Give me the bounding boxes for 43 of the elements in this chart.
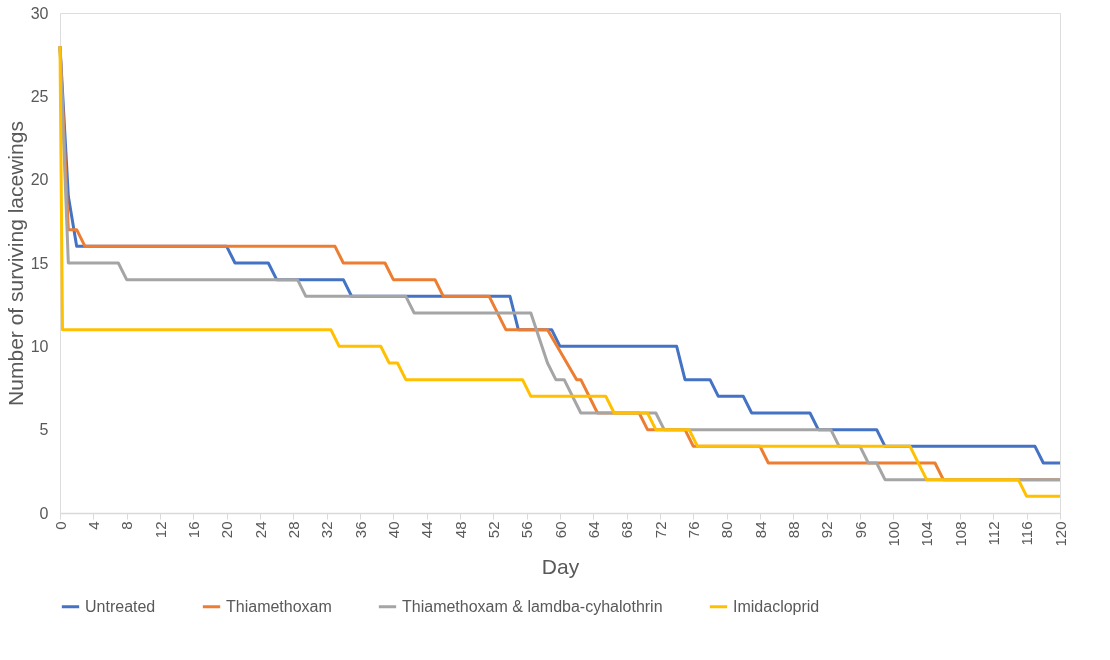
x-tick-label: 112 [984, 521, 1002, 546]
x-tick-label: 104 [918, 521, 936, 547]
x-tick-label: 16 [184, 521, 202, 539]
y-tick-label: 15 [30, 254, 49, 272]
y-tick-label: 25 [30, 87, 49, 105]
x-tick-label: 20 [218, 521, 236, 539]
x-axis-title: Day [541, 554, 580, 578]
x-tick-label: 92 [818, 521, 836, 539]
x-tick-label: 80 [718, 521, 736, 539]
legend-label: Untreated [85, 597, 156, 615]
x-tick-label: 116 [1018, 521, 1036, 546]
x-tick-label: 12 [151, 521, 169, 539]
x-tick-label: 44 [418, 521, 436, 539]
x-tick-label: 84 [751, 521, 769, 539]
x-tick-label: 60 [551, 521, 569, 539]
x-tick-label: 40 [384, 521, 402, 539]
y-tick-label: 10 [30, 337, 49, 355]
x-tick-label: 4 [84, 521, 102, 530]
legend-label: Thiamethoxam & lamdba-cyhalothrin [402, 597, 663, 615]
x-tick-label: 36 [351, 521, 369, 539]
legend-label: Thiamethoxam [226, 597, 332, 615]
x-tick-label: 24 [251, 521, 269, 539]
x-tick-label: 8 [118, 521, 136, 530]
y-axis-title: Number of surviving lacewings [3, 121, 27, 406]
x-tick-label: 76 [684, 521, 702, 539]
x-tick-label: 100 [884, 521, 902, 547]
x-tick-label: 108 [951, 521, 969, 547]
y-tick-label: 20 [30, 171, 49, 189]
x-tick-label: 120 [1051, 521, 1069, 547]
legend-label: Imidacloprid [733, 597, 820, 615]
x-tick-label: 68 [618, 521, 636, 539]
x-tick-label: 0 [51, 521, 69, 530]
x-tick-label: 64 [584, 521, 602, 539]
x-tick-label: 28 [284, 521, 302, 539]
x-tick-label: 88 [784, 521, 802, 539]
y-tick-label: 30 [30, 4, 49, 22]
x-tick-label: 32 [318, 521, 336, 539]
x-tick-label: 48 [451, 521, 469, 539]
x-tick-label: 96 [851, 521, 869, 539]
x-tick-label: 72 [651, 521, 669, 539]
x-tick-label: 56 [518, 521, 536, 539]
x-tick-label: 52 [484, 521, 502, 539]
y-tick-label: 5 [39, 421, 49, 439]
